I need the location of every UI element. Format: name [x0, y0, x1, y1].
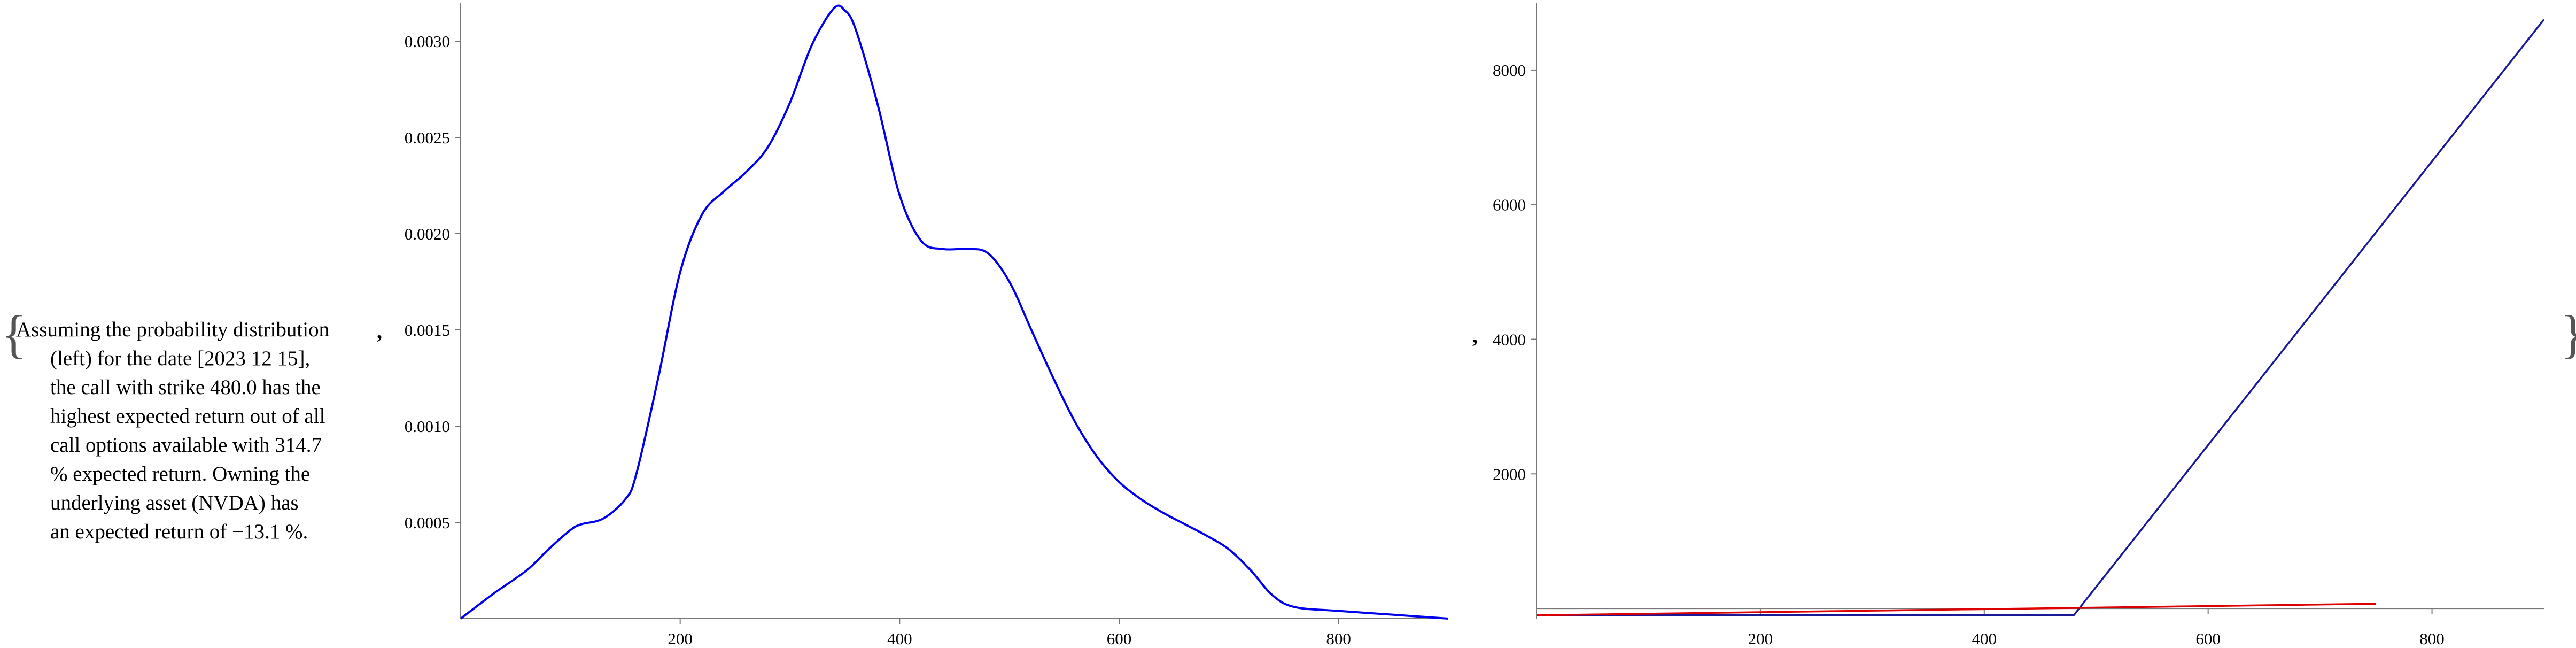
close-brace: }: [2560, 307, 2576, 361]
chart1-y-tick-label: 0.0005: [405, 513, 450, 532]
stock-return-line: [1536, 603, 2376, 616]
text-line-6: % expected return. Owning the: [50, 462, 311, 485]
chart2-x-tick-label: 200: [1748, 629, 1773, 648]
chart2-y-tick-label: 4000: [1493, 330, 1526, 349]
separator-comma-2: ,: [1472, 323, 1478, 348]
chart1-x-tick-label: 600: [1107, 629, 1132, 648]
density-curve: [460, 4, 1449, 620]
text-line-4: highest expected return out of all: [50, 405, 325, 428]
text-line-8: an expected return of −13.1 %.: [50, 520, 308, 543]
expected-return-text: Assuming the probability distribution (l…: [16, 315, 379, 546]
chart2-y-tick-label: 2000: [1493, 465, 1526, 483]
text-line-3: the call with strike 480.0 has the: [50, 376, 321, 399]
chart1-y-tick-label: 0.0025: [405, 128, 450, 147]
chart1-y-tick-label: 0.0010: [405, 417, 450, 436]
chart1-x-tick-label: 400: [887, 629, 912, 648]
chart2-y-tick-label: 6000: [1493, 196, 1526, 214]
chart1-y-tick-label: 0.0030: [405, 32, 450, 51]
chart2-y-tick-label: 8000: [1493, 61, 1526, 80]
open-brace: {: [1, 304, 27, 364]
chart2-x-tick-label: 400: [1972, 629, 1997, 648]
call-payoff-line: [1537, 19, 2545, 616]
text-line-5: call options available with 314.7: [50, 434, 322, 457]
chart1-y-tick-label: 0.0015: [405, 321, 450, 340]
separator-comma-1: ,: [377, 319, 382, 343]
chart1-x-tick-label: 800: [1326, 629, 1351, 648]
text-line-7: underlying asset (NVDA) has: [50, 491, 299, 514]
chart1-y-tick-label: 0.0020: [405, 225, 450, 243]
text-line-1: Assuming the probability distribution: [16, 318, 330, 341]
chart1-x-tick-label: 200: [668, 629, 693, 648]
chart2-x-tick-label: 600: [2195, 629, 2221, 648]
chart2-x-tick-label: 800: [2419, 629, 2445, 648]
text-line-2: (left) for the date [2023 12 15],: [50, 347, 311, 370]
